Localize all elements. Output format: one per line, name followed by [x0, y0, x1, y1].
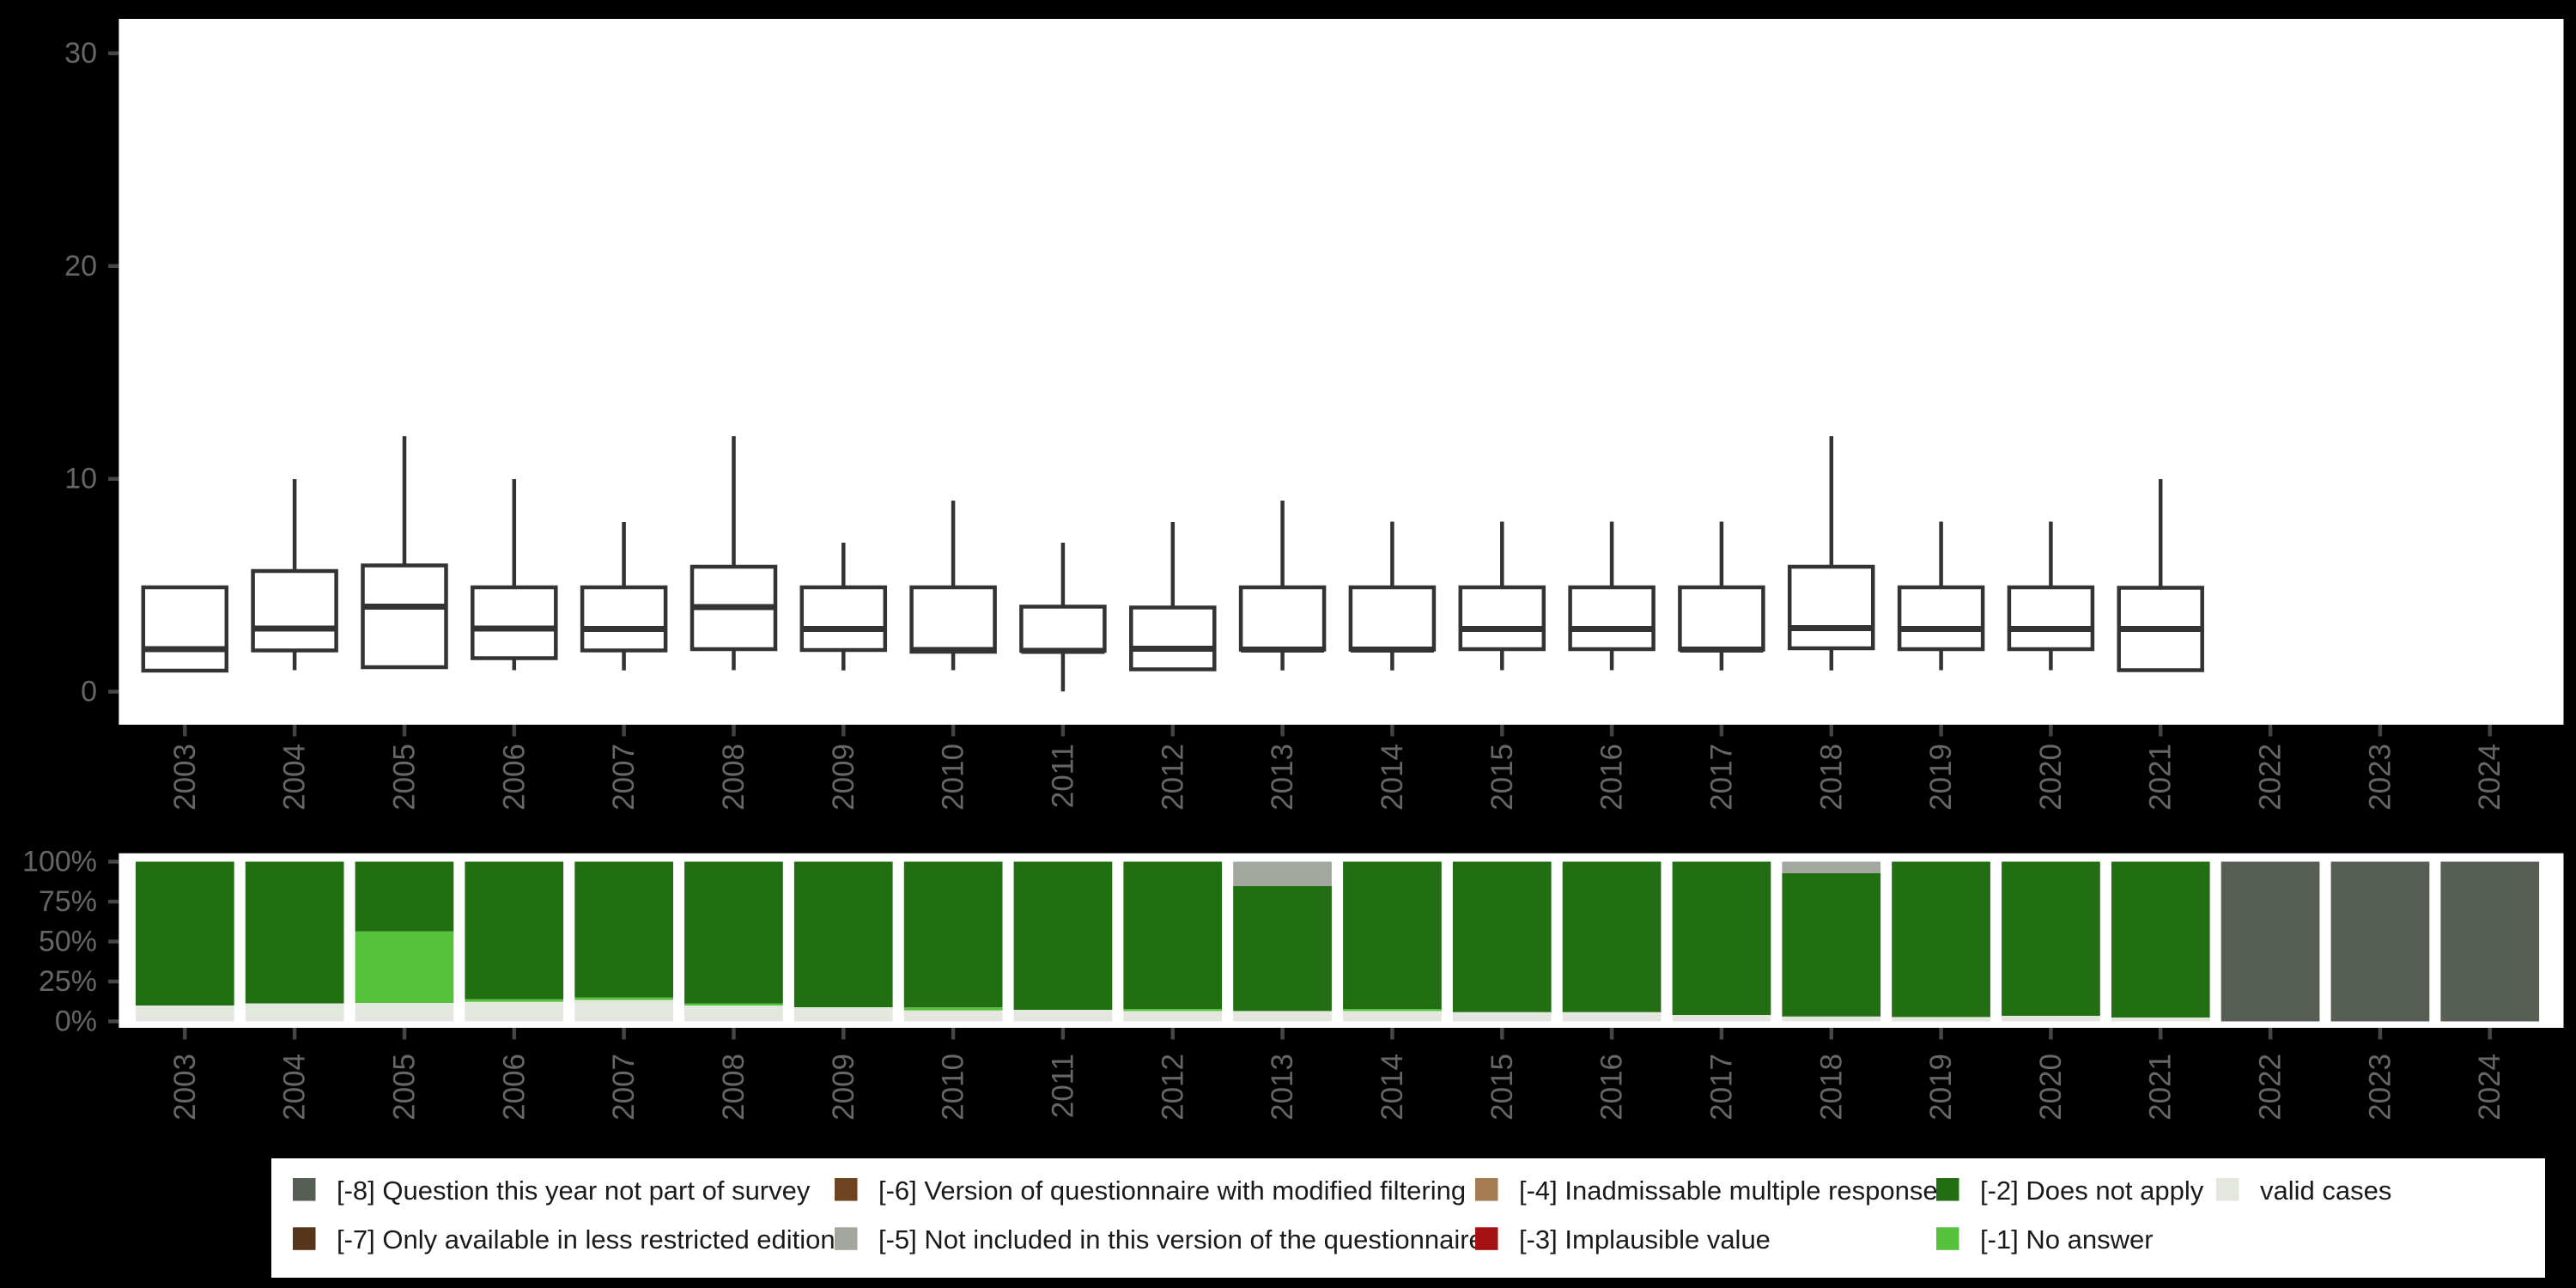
svg-text:2003: 2003 [168, 744, 202, 811]
svg-text:2008: 2008 [717, 744, 750, 811]
svg-text:2010: 2010 [937, 744, 970, 811]
svg-text:2013: 2013 [1266, 744, 1299, 811]
svg-text:2016: 2016 [1595, 744, 1629, 811]
svg-text:50%: 50% [39, 926, 97, 958]
svg-text:2003: 2003 [168, 1054, 202, 1121]
svg-text:75%: 75% [39, 885, 97, 918]
svg-text:2024: 2024 [2473, 744, 2506, 811]
svg-text:2009: 2009 [827, 744, 860, 811]
svg-text:[-6] Version of questionnaire: [-6] Version of questionnaire with modif… [878, 1176, 1466, 1206]
svg-text:[-2] Does not apply: [-2] Does not apply [1980, 1176, 2204, 1206]
svg-text:2006: 2006 [497, 744, 531, 811]
svg-text:2017: 2017 [1704, 744, 1738, 811]
svg-text:2004: 2004 [278, 1054, 312, 1121]
svg-text:2011: 2011 [1046, 1054, 1079, 1118]
svg-text:[-4] Inadmissable multiple res: [-4] Inadmissable multiple response [1519, 1176, 1938, 1206]
svg-text:2015: 2015 [1485, 744, 1519, 811]
svg-text:2012: 2012 [1156, 744, 1189, 811]
svg-text:2015: 2015 [1485, 1054, 1519, 1121]
svg-text:[-5] Not included in this vers: [-5] Not included in this version of the… [878, 1224, 1484, 1255]
svg-text:2005: 2005 [388, 1054, 422, 1121]
svg-text:2019: 2019 [1924, 1054, 1958, 1121]
svg-text:2011: 2011 [1046, 744, 1079, 808]
svg-text:2019: 2019 [1924, 744, 1958, 811]
svg-text:2023: 2023 [2363, 744, 2397, 811]
svg-text:[-1] No answer: [-1] No answer [1980, 1224, 2154, 1255]
svg-text:2007: 2007 [607, 1054, 641, 1121]
svg-text:2007: 2007 [607, 744, 641, 811]
svg-text:2020: 2020 [2034, 744, 2068, 811]
svg-text:2024: 2024 [2473, 1054, 2506, 1121]
svg-text:2023: 2023 [2363, 1054, 2397, 1121]
svg-text:30: 30 [64, 37, 97, 70]
svg-text:2021: 2021 [2144, 744, 2178, 811]
svg-text:2005: 2005 [388, 744, 422, 811]
svg-text:2018: 2018 [1814, 1054, 1848, 1121]
svg-text:2022: 2022 [2254, 1054, 2287, 1121]
svg-text:2004: 2004 [278, 744, 312, 811]
svg-text:[-8] Question this year not pa: [-8] Question this year not part of surv… [337, 1176, 811, 1206]
svg-text:10: 10 [64, 463, 97, 495]
svg-text:2014: 2014 [1376, 744, 1409, 811]
svg-text:0: 0 [81, 676, 97, 708]
svg-text:2017: 2017 [1704, 1054, 1738, 1121]
svg-text:[-3] Implausible value: [-3] Implausible value [1519, 1224, 1771, 1255]
svg-text:2006: 2006 [497, 1054, 531, 1121]
svg-text:2022: 2022 [2254, 744, 2287, 811]
svg-text:2021: 2021 [2144, 1054, 2178, 1121]
svg-text:[-7] Only available in less re: [-7] Only available in less restricted e… [337, 1224, 835, 1255]
svg-text:2014: 2014 [1376, 1054, 1409, 1121]
svg-text:2013: 2013 [1266, 1054, 1299, 1121]
svg-text:0%: 0% [55, 1005, 97, 1038]
svg-text:2012: 2012 [1156, 1054, 1189, 1121]
svg-text:2010: 2010 [937, 1054, 970, 1121]
svg-text:2016: 2016 [1595, 1054, 1629, 1121]
svg-text:25%: 25% [39, 965, 97, 998]
svg-text:2018: 2018 [1814, 744, 1848, 811]
svg-text:100%: 100% [22, 846, 97, 878]
svg-text:2020: 2020 [2034, 1054, 2068, 1121]
svg-text:valid cases: valid cases [2260, 1176, 2391, 1206]
svg-text:20: 20 [64, 250, 97, 283]
svg-text:2009: 2009 [827, 1054, 860, 1121]
svg-text:2008: 2008 [717, 1054, 750, 1121]
